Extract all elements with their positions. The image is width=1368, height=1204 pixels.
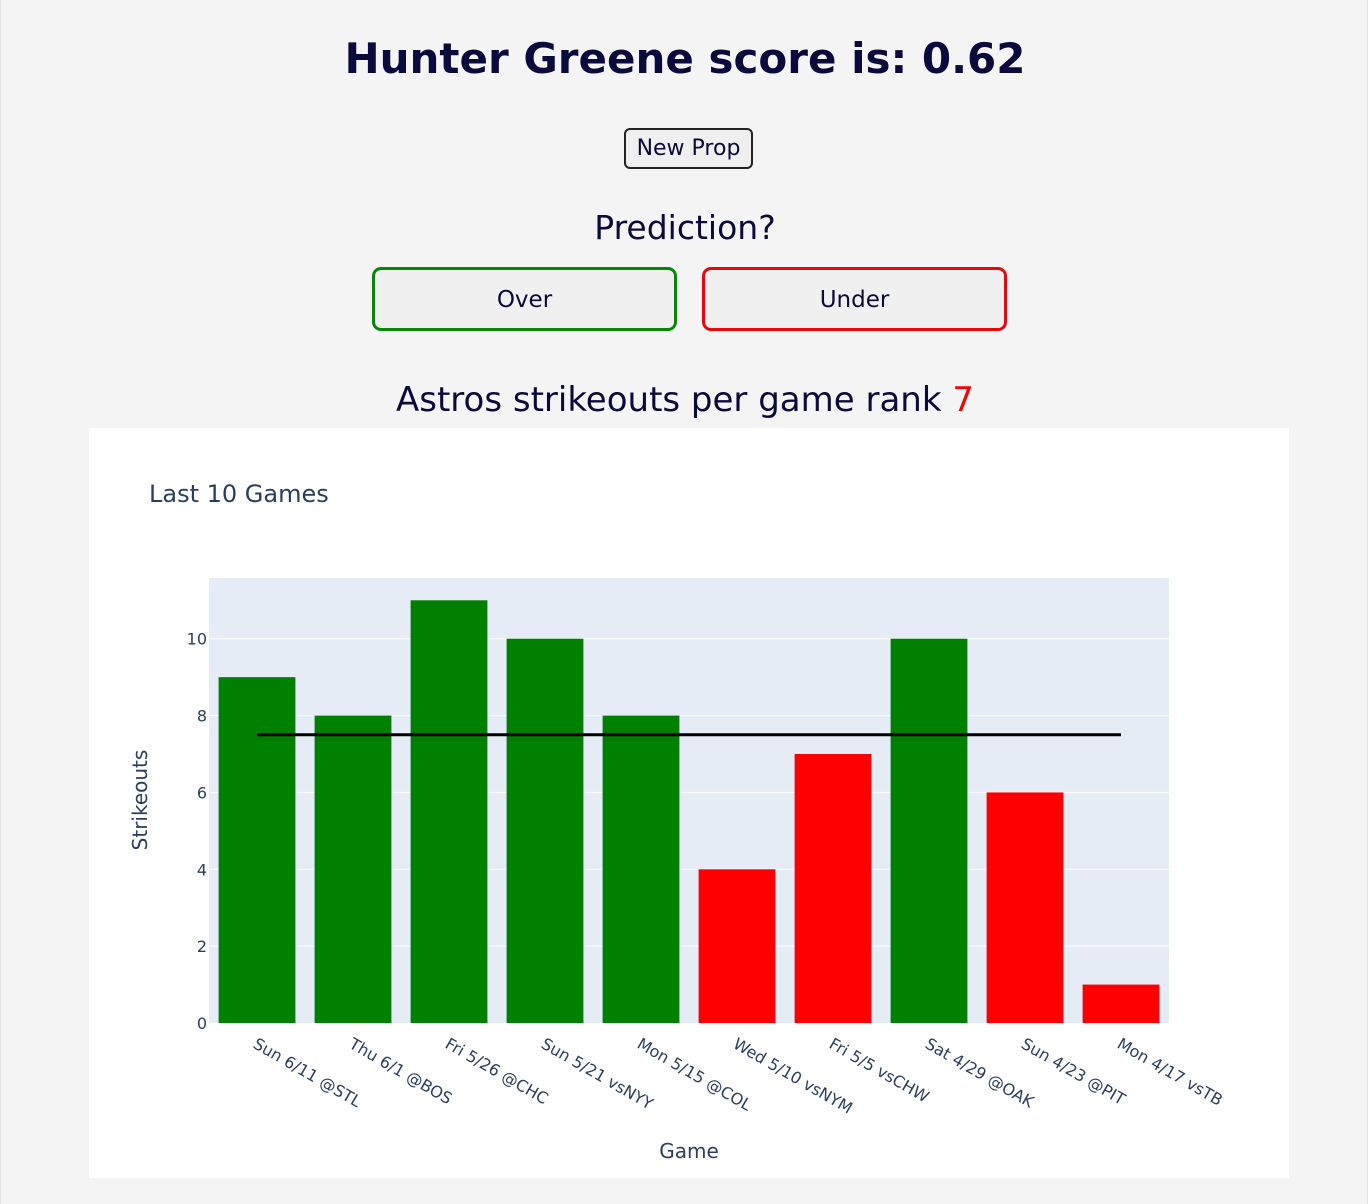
x-tick-label: Sun 6/11 @STL (250, 1034, 365, 1111)
over-button[interactable]: Over (372, 267, 677, 331)
bar[interactable] (986, 792, 1064, 1023)
chart-card: Last 10 Games 0 2 4 6 8 10 Sun 6/11 @STL Thu 6… (89, 428, 1289, 1178)
y-tick-label: 8 (197, 707, 207, 726)
y-tick-label: 4 (197, 860, 207, 879)
bar[interactable] (698, 869, 776, 1023)
bar[interactable] (506, 638, 584, 1023)
x-tick-label: Mon 4/17 vsTB (1114, 1034, 1226, 1110)
bar[interactable] (1082, 984, 1160, 1023)
opponent-rank-line: Astros strikeouts per game rank 7 (1, 380, 1368, 420)
new-prop-button[interactable]: New Prop (624, 128, 753, 169)
bar[interactable] (410, 600, 488, 1023)
under-button[interactable]: Under (702, 267, 1007, 331)
bar[interactable] (314, 715, 392, 1023)
x-axis-title: Game (659, 1139, 719, 1163)
bar[interactable] (218, 677, 296, 1023)
y-tick-label: 10 (187, 630, 207, 649)
bar[interactable] (602, 715, 680, 1023)
rank-value: 7 (952, 380, 974, 420)
y-axis-title: Strikeouts (128, 750, 152, 851)
y-axis-ticks: 0 2 4 6 8 10 (187, 630, 207, 1033)
chart-title: Last 10 Games (149, 480, 329, 508)
bar[interactable] (794, 754, 872, 1023)
score-title: Hunter Greene score is: 0.62 (344, 34, 1026, 83)
bar[interactable] (890, 638, 968, 1023)
prediction-label: Prediction? (594, 208, 776, 247)
y-tick-label: 6 (197, 783, 207, 802)
rank-label: Astros strikeouts per game rank (396, 380, 953, 420)
y-tick-label: 0 (197, 1014, 207, 1033)
x-tick-label: Fri 5/26 @CHC (442, 1034, 552, 1108)
y-tick-label: 2 (197, 937, 207, 956)
